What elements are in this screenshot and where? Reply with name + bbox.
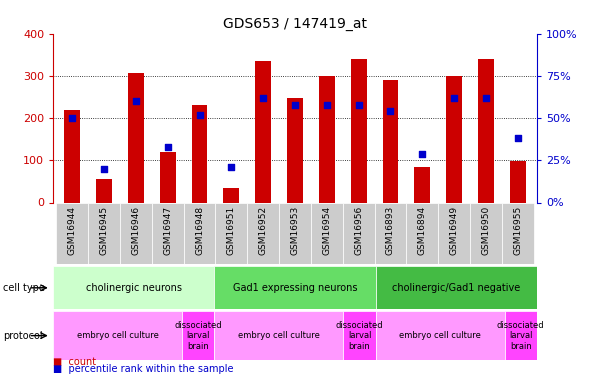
Bar — [160, 152, 176, 202]
Bar — [182, 311, 214, 360]
Bar — [478, 59, 494, 202]
Bar — [375, 202, 407, 264]
Bar — [247, 202, 279, 264]
Text: GSM16951: GSM16951 — [227, 206, 236, 255]
Bar — [96, 179, 112, 203]
Bar — [319, 76, 335, 202]
Text: dissociated
larval
brain: dissociated larval brain — [497, 321, 545, 351]
Bar — [382, 80, 398, 203]
Bar — [438, 202, 470, 264]
Point — [386, 108, 395, 114]
Text: ■  percentile rank within the sample: ■ percentile rank within the sample — [53, 364, 234, 374]
Bar — [311, 202, 343, 264]
Bar — [128, 73, 144, 202]
Text: dissociated
larval
brain: dissociated larval brain — [175, 321, 222, 351]
Bar — [376, 266, 537, 309]
Point — [354, 102, 363, 108]
Text: GSM16952: GSM16952 — [258, 206, 268, 255]
Bar — [183, 202, 215, 264]
Text: GSM16950: GSM16950 — [481, 206, 490, 255]
Bar — [255, 61, 271, 202]
Text: cell type: cell type — [3, 283, 45, 293]
Point — [258, 95, 268, 101]
Text: embryo cell culture: embryo cell culture — [399, 331, 481, 340]
Text: protocol: protocol — [3, 331, 42, 340]
Text: GSM16894: GSM16894 — [418, 206, 427, 255]
Point — [67, 115, 77, 121]
Bar — [53, 311, 182, 360]
Bar — [88, 202, 120, 264]
Bar — [343, 202, 375, 264]
Text: GSM16949: GSM16949 — [450, 206, 458, 255]
Bar — [214, 266, 376, 309]
Point — [131, 98, 140, 104]
Text: cholinergic/Gad1 negative: cholinergic/Gad1 negative — [392, 283, 520, 293]
Text: embryo cell culture: embryo cell culture — [77, 331, 159, 340]
Point — [450, 95, 459, 101]
Bar — [56, 202, 88, 264]
Bar — [350, 59, 366, 202]
Bar — [224, 188, 240, 202]
Point — [163, 144, 172, 150]
Text: GSM16893: GSM16893 — [386, 206, 395, 255]
Text: Gad1 expressing neurons: Gad1 expressing neurons — [232, 283, 358, 293]
Text: GSM16955: GSM16955 — [513, 206, 522, 255]
Point — [418, 150, 427, 157]
Point — [227, 164, 236, 170]
Bar — [504, 311, 537, 360]
Bar — [152, 202, 183, 264]
Bar — [215, 202, 247, 264]
Text: ■  count: ■ count — [53, 357, 96, 367]
Bar — [120, 202, 152, 264]
Bar — [470, 202, 502, 264]
Text: GSM16954: GSM16954 — [322, 206, 332, 255]
Text: cholinergic neurons: cholinergic neurons — [86, 283, 182, 293]
Bar — [287, 98, 303, 202]
Bar — [446, 76, 462, 202]
Point — [322, 102, 332, 108]
Title: GDS653 / 147419_at: GDS653 / 147419_at — [223, 17, 367, 32]
Text: GSM16956: GSM16956 — [354, 206, 363, 255]
Text: embryo cell culture: embryo cell culture — [238, 331, 320, 340]
Text: GSM16947: GSM16947 — [163, 206, 172, 255]
Point — [99, 166, 109, 172]
Bar — [407, 202, 438, 264]
Bar — [502, 202, 534, 264]
Text: GSM16953: GSM16953 — [290, 206, 300, 255]
Bar — [376, 311, 504, 360]
Text: dissociated
larval
brain: dissociated larval brain — [336, 321, 384, 351]
Text: GSM16946: GSM16946 — [132, 206, 140, 255]
Bar — [64, 110, 80, 202]
Bar — [279, 202, 311, 264]
Text: GSM16945: GSM16945 — [100, 206, 109, 255]
Bar — [53, 266, 214, 309]
Bar — [192, 105, 208, 202]
Point — [290, 102, 300, 108]
Point — [481, 95, 491, 101]
Bar — [214, 311, 343, 360]
Bar — [414, 166, 430, 202]
Point — [513, 135, 523, 141]
Text: GSM16944: GSM16944 — [68, 206, 77, 255]
Text: GSM16948: GSM16948 — [195, 206, 204, 255]
Bar — [510, 161, 526, 202]
Bar — [343, 311, 376, 360]
Point — [195, 112, 204, 118]
